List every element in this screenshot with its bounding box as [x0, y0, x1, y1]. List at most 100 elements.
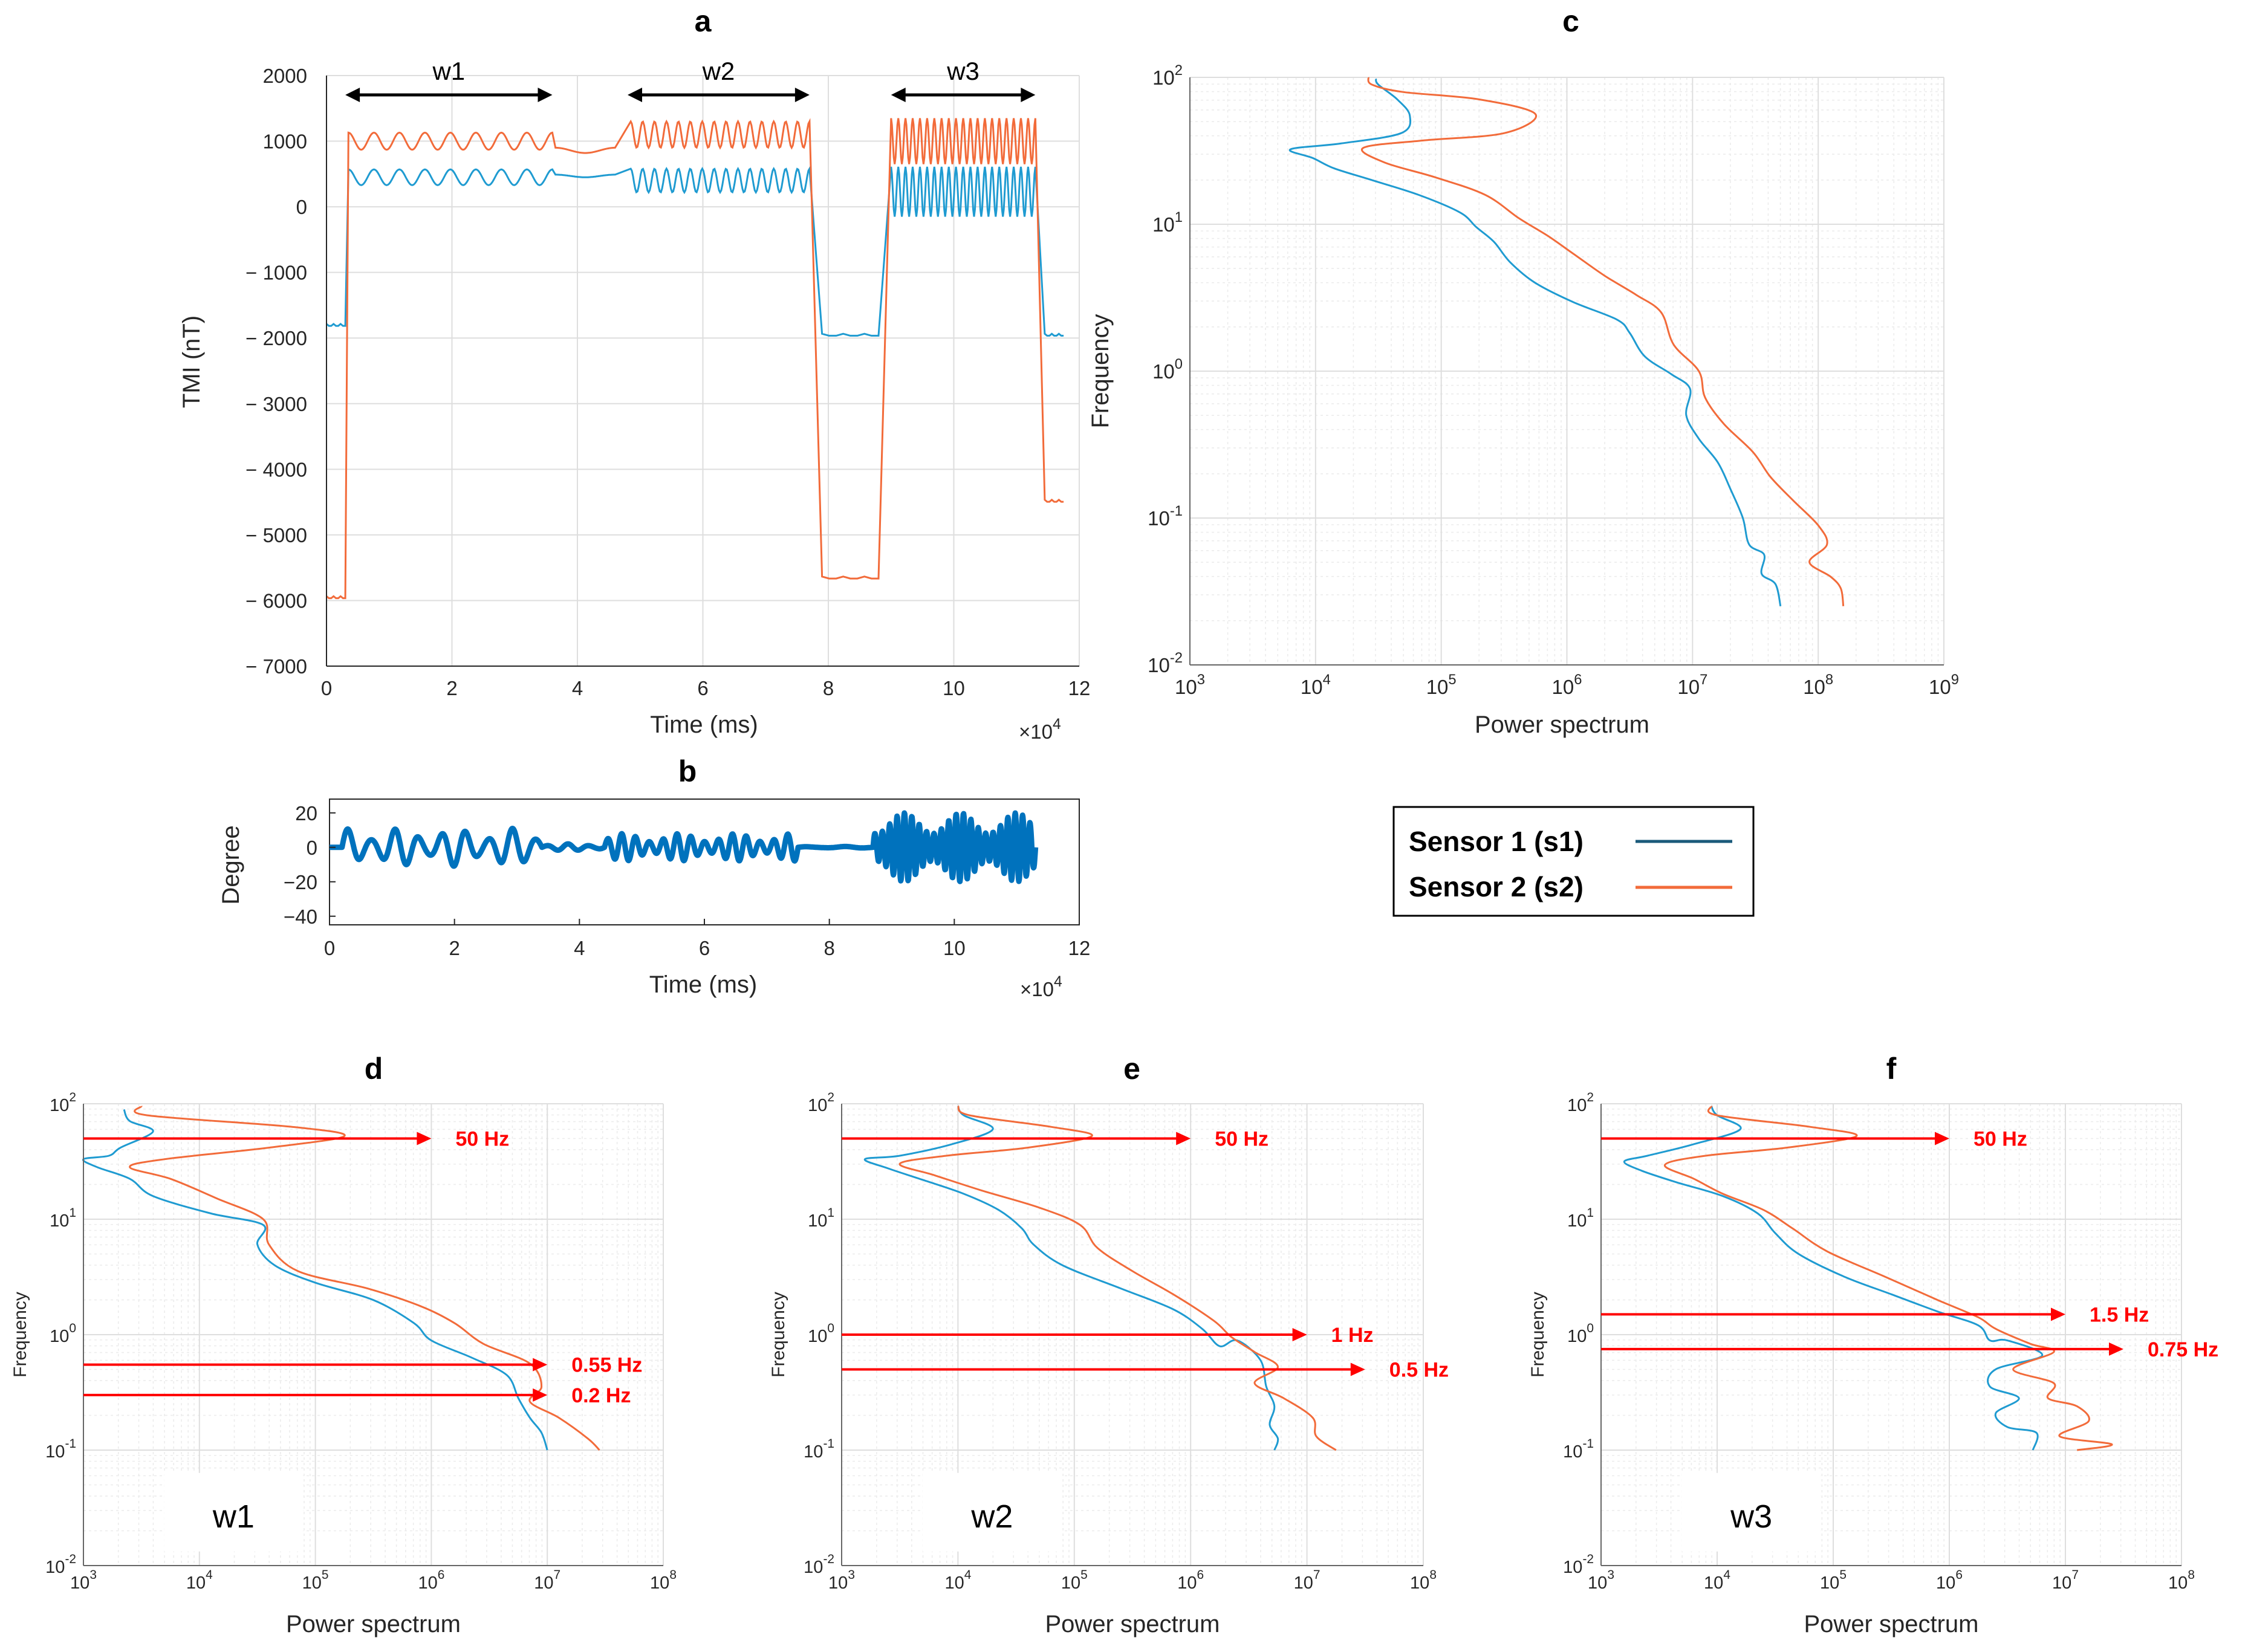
y-tick-label: 2000 [263, 65, 307, 87]
tick-label: 102 [1567, 1090, 1594, 1115]
tick-label: 100 [50, 1321, 76, 1346]
spectrum-line [898, 1105, 1337, 1451]
window-label-bg [1681, 1472, 1821, 1552]
tick-label: 106 [1552, 672, 1582, 698]
tick-label: 104 [1301, 672, 1331, 698]
x-exponent: ×104 [1019, 716, 1061, 743]
tick-label: 107 [1294, 1568, 1321, 1593]
tick-label: 104 [186, 1568, 213, 1593]
freq-annotation: 0.55 Hz [571, 1354, 642, 1377]
tick-label: 109 [1929, 672, 1959, 698]
panel-title: c [1562, 4, 1579, 38]
x-tick-label: 6 [697, 677, 708, 699]
tick-label: 107 [1677, 672, 1707, 698]
panel-f: 103 104 105 106 107 108 102 101 100 10-1 10-2 Power… [1528, 1052, 2218, 1637]
tick-label: 100 [808, 1321, 834, 1346]
arrow-head [1935, 1132, 1949, 1145]
tick-label: 100 [1152, 356, 1183, 383]
spectrum-line [863, 1106, 1279, 1451]
window-label: w3 [1730, 1498, 1772, 1535]
tick-label: 107 [534, 1568, 560, 1593]
y-axis-label: Degree [218, 825, 244, 904]
tick-label: 10-1 [1563, 1437, 1594, 1462]
panel-title: d [365, 1052, 383, 1086]
arrow-head [794, 88, 810, 102]
panel-title: e [1123, 1052, 1140, 1086]
tick-label: 106 [1177, 1568, 1204, 1593]
arrow-head [2051, 1307, 2065, 1321]
arrow-head [1021, 88, 1036, 102]
series-line [326, 166, 1064, 337]
y-tick-label: −40 [284, 905, 317, 928]
arrow-head [1292, 1328, 1307, 1341]
tick-label: 105 [1061, 1568, 1088, 1593]
tick-label: 101 [808, 1206, 834, 1231]
arrow-head [538, 88, 553, 102]
y-tick-label: 20 [295, 802, 317, 824]
x-tick-label: 2 [449, 937, 460, 959]
arrow-head [417, 1132, 432, 1145]
tick-label: 10-2 [804, 1552, 834, 1577]
spectrum-line [82, 1109, 548, 1451]
y-tick-label: − 5000 [245, 524, 307, 546]
legend-label-s1: Sensor 1 (s1) [1409, 826, 1584, 857]
spectrum-line [1664, 1105, 2113, 1451]
spectrum-line [1288, 78, 1782, 607]
y-tick-label: − 7000 [245, 655, 307, 678]
window-label: w1 [432, 57, 465, 85]
tick-label: 108 [1410, 1568, 1437, 1593]
tick-label: 101 [50, 1206, 76, 1231]
panel-c: 103 104 105 106 107 108 109 102 101 100 10-1 10-2 Po… [1087, 4, 1959, 738]
tick-label: 103 [828, 1568, 855, 1593]
panel-b: 0 2 4 6 8 10 12 20 0 −20 −40 Time (ms) Degree ×104 b [218, 754, 1090, 1000]
tick-label: 103 [1588, 1568, 1614, 1593]
y-axis-label: TMI (nT) [178, 316, 205, 408]
x-tick-label: 4 [572, 677, 583, 699]
y-tick-label: − 6000 [245, 589, 307, 612]
y-tick-label: − 4000 [245, 458, 307, 481]
freq-annotation: 1 Hz [1331, 1324, 1374, 1347]
x-tick-label: 2 [446, 677, 457, 699]
freq-annotation: 0.5 Hz [1389, 1358, 1449, 1381]
tick-label: 10-1 [1148, 503, 1183, 530]
tick-label: 10-2 [45, 1552, 76, 1577]
series-line [326, 118, 1064, 600]
window-label: w1 [212, 1498, 255, 1535]
x-exponent: ×104 [1020, 974, 1062, 1000]
x-tick-label: 4 [574, 937, 585, 959]
x-tick-label: 8 [823, 677, 834, 699]
tick-label: 104 [944, 1568, 971, 1593]
arrow-head [533, 1358, 548, 1372]
y-tick-label: − 3000 [245, 393, 307, 415]
freq-annotation: 50 Hz [1215, 1127, 1269, 1150]
legend: Sensor 1 (s1) Sensor 2 (s2) [1392, 806, 1755, 917]
tick-label: 108 [2168, 1568, 2195, 1593]
window-label-bg [922, 1472, 1062, 1552]
y-tick-label: 1000 [263, 131, 307, 153]
tick-label: 103 [70, 1568, 97, 1593]
tick-label: 10-1 [45, 1437, 76, 1462]
arrow-head [628, 88, 642, 102]
tick-label: 104 [1704, 1568, 1730, 1593]
x-tick-label: 10 [943, 937, 966, 959]
tick-label: 102 [808, 1090, 834, 1115]
x-axis-label: Time (ms) [650, 711, 758, 738]
tick-label: 106 [418, 1568, 444, 1593]
window-label: w2 [702, 57, 735, 85]
tick-label: 100 [1567, 1321, 1594, 1346]
window-label: w2 [970, 1498, 1013, 1535]
x-tick-label: 0 [324, 937, 335, 959]
panel-a: 0 2 4 6 8 10 12 2000 1000 0 − 1000 − 2000 − 3000 − 40… [178, 4, 1090, 743]
y-axis-label: Frequency [10, 1292, 30, 1378]
panel-d: 103 104 105 106 107 108 102 101 100 10-1 10-2 Power… [10, 1052, 677, 1637]
y-tick-label: −20 [284, 871, 317, 893]
tick-label: 106 [1936, 1568, 1963, 1593]
arrow-head [345, 88, 360, 102]
tick-label: 10-2 [1148, 650, 1183, 676]
x-axis-label: Power spectrum [1045, 1611, 1220, 1637]
x-axis-label: Time (ms) [649, 971, 757, 998]
arrow-head [533, 1388, 548, 1402]
arrow-head [1176, 1132, 1191, 1145]
tick-label: 10-1 [804, 1437, 834, 1462]
